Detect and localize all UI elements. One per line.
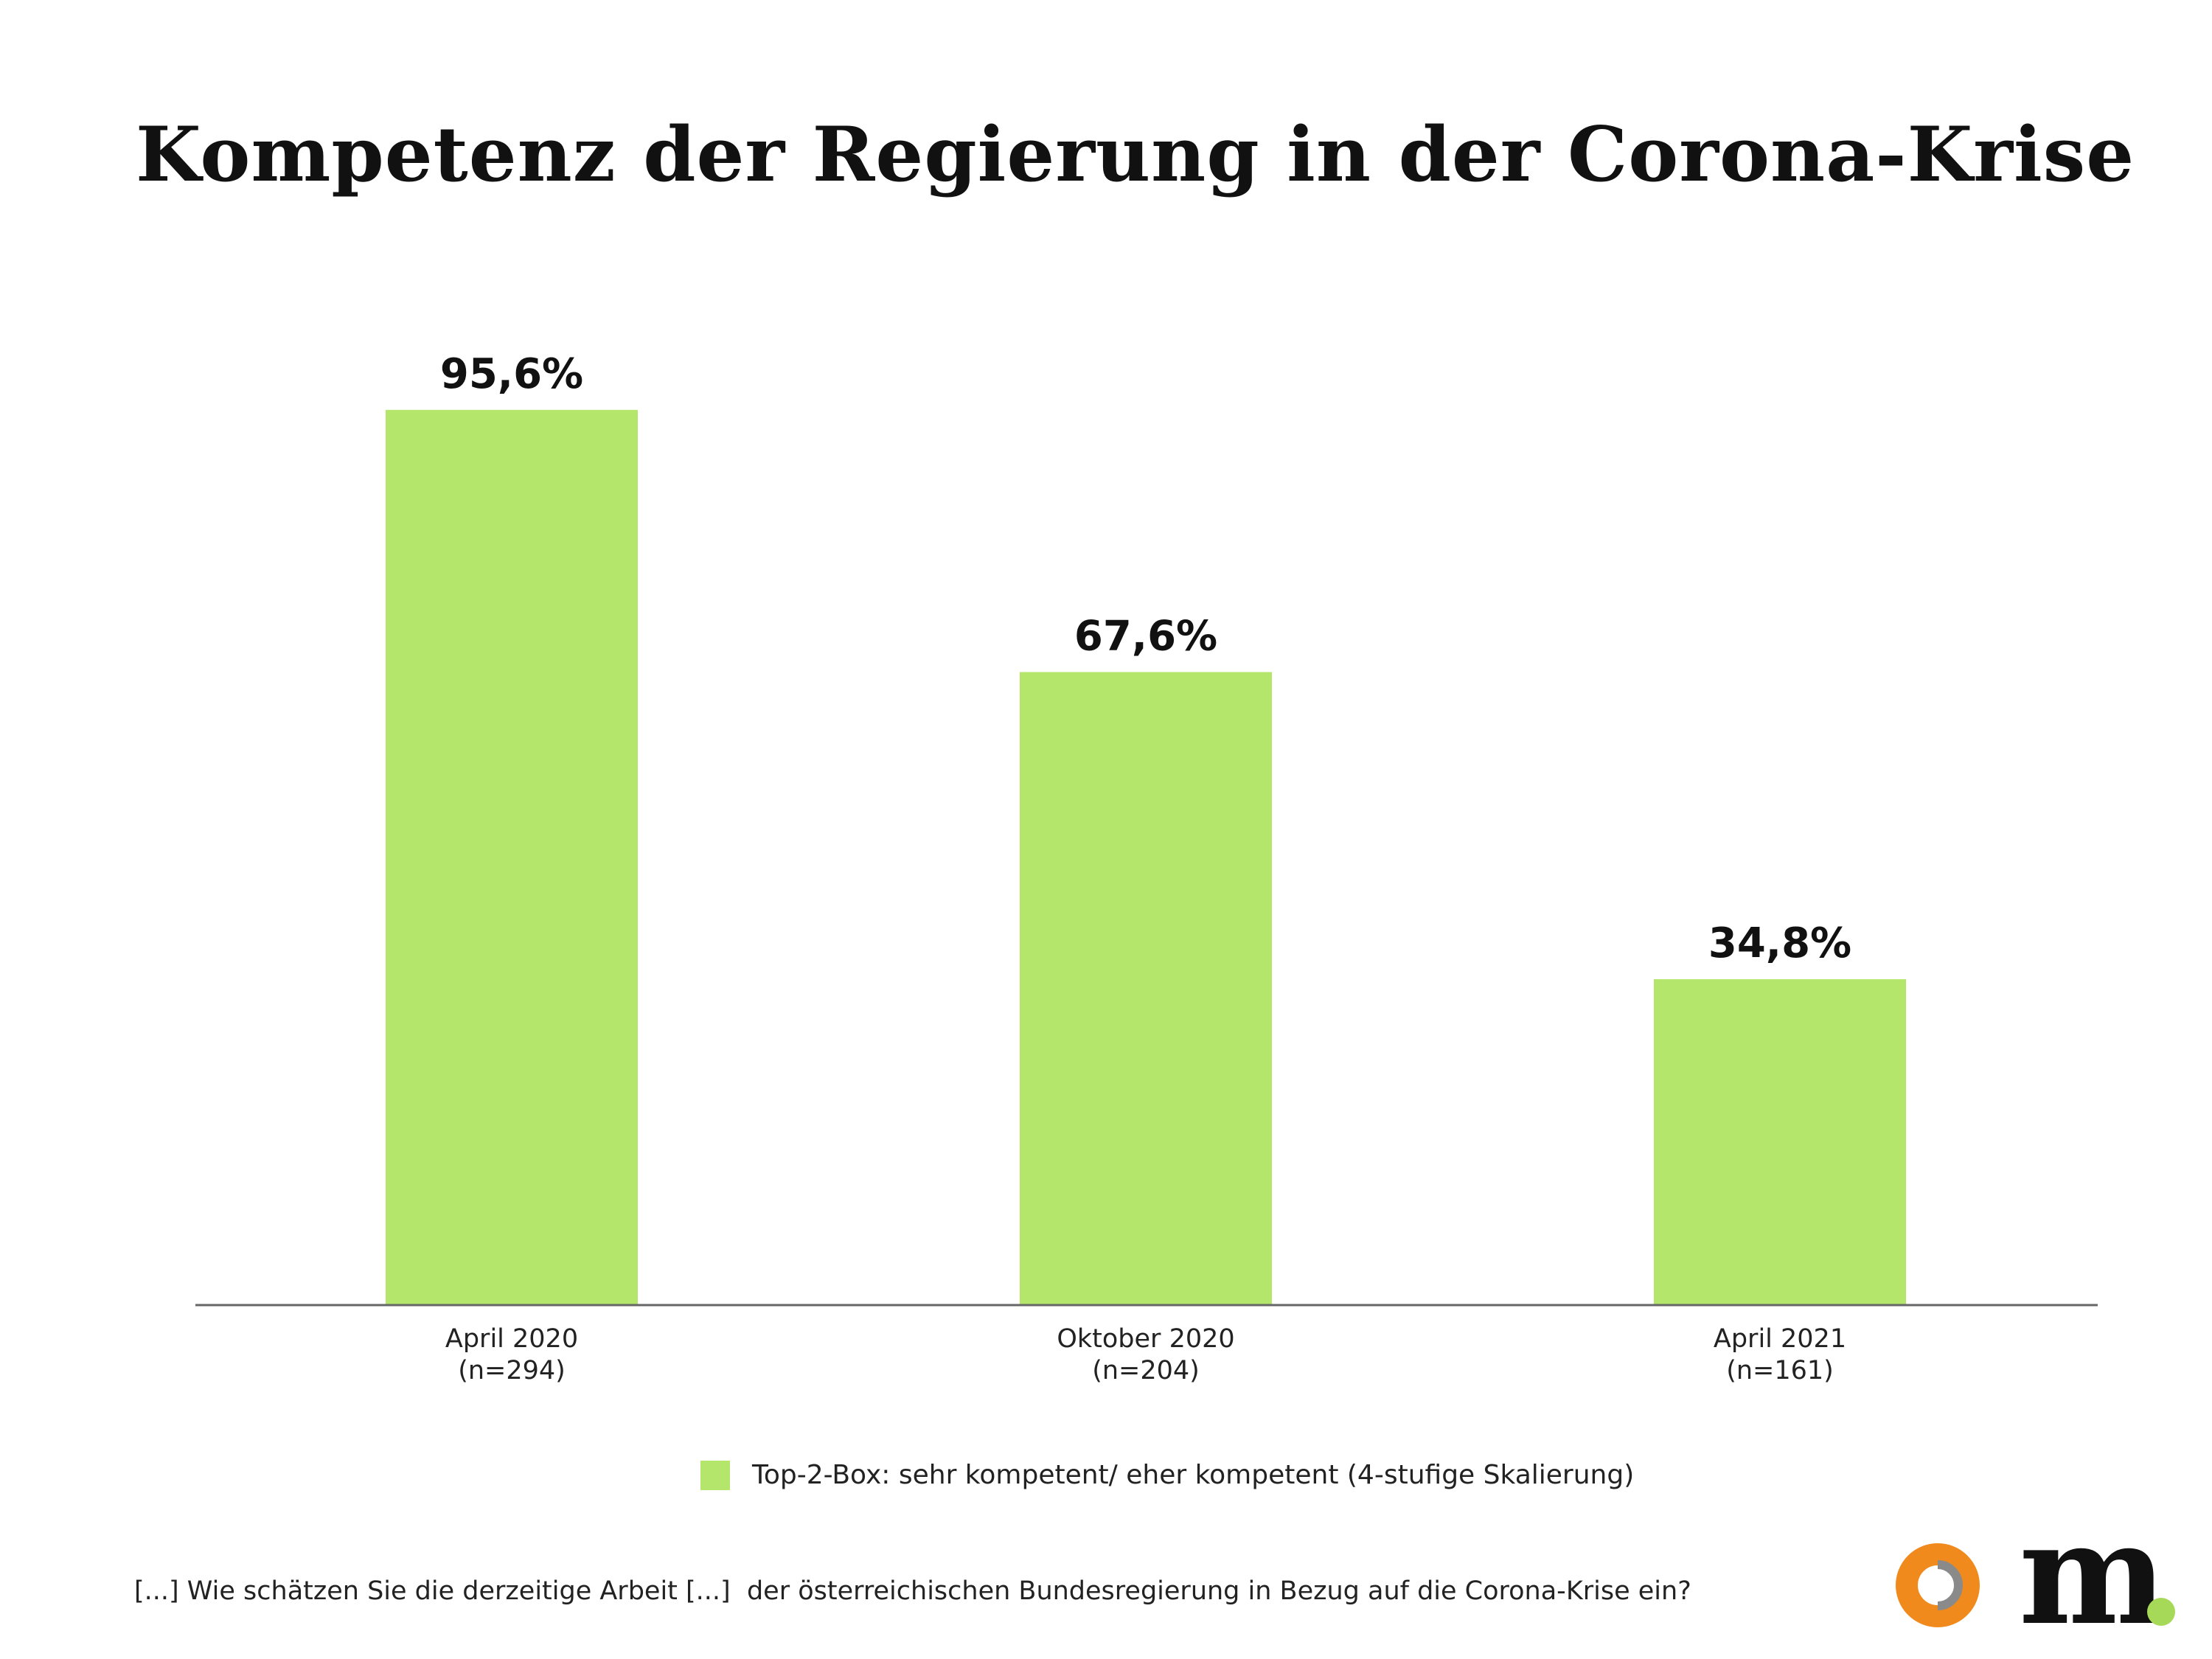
legend: Top-2-Box: sehr kompetent/ eher kompeten… [700, 1460, 1634, 1490]
category-label-3: April 2021 [1714, 1324, 1846, 1354]
chart-title: Kompetenz der Regierung in der Corona-Kr… [136, 111, 2135, 199]
bar-1 [386, 409, 638, 1305]
survey-question: [...] Wie schätzen Sie die derzeitige Ar… [134, 1576, 1691, 1606]
ring-logo-icon [1896, 1543, 1980, 1627]
bar-2 [1020, 672, 1272, 1305]
data-label-1: 95,6% [440, 350, 583, 398]
legend-swatch [700, 1460, 730, 1490]
legend-label: Top-2-Box: sehr kompetent/ eher kompeten… [752, 1460, 1635, 1490]
sample-size-label-3: (n=161) [1726, 1356, 1834, 1385]
bar-3 [1654, 979, 1906, 1305]
sample-size-label-2: (n=204) [1092, 1356, 1200, 1385]
category-label-1: April 2020 [445, 1324, 578, 1354]
data-label-2: 67,6% [1074, 612, 1217, 660]
data-label-3: 34,8% [1708, 919, 1851, 967]
logo-dot-icon [2147, 1598, 2175, 1626]
logo-letter: m [2019, 1492, 2168, 1656]
sample-size-label-1: (n=294) [458, 1356, 566, 1385]
category-label-2: Oktober 2020 [1057, 1324, 1234, 1354]
